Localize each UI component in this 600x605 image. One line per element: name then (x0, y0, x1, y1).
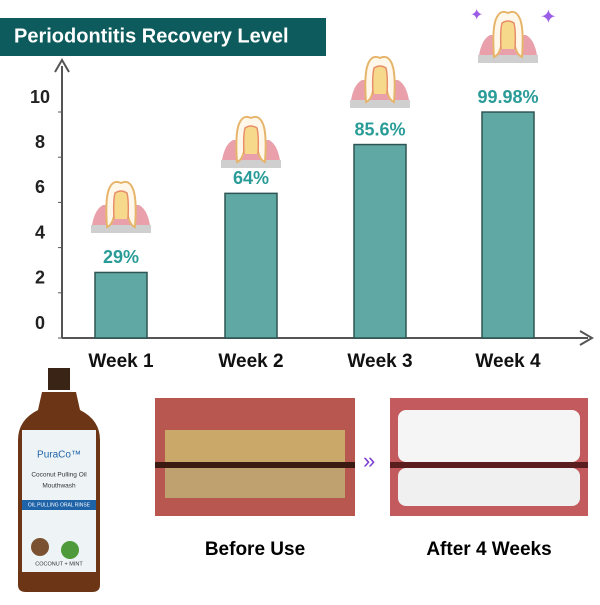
x-tick-label: Week 1 (88, 351, 154, 372)
y-tick-label: 4 (35, 222, 45, 242)
before-caption: Before Use (205, 539, 305, 560)
y-tick-label: 2 (35, 268, 45, 288)
x-tick-label: Week 2 (218, 351, 283, 372)
y-tick-label: 10 (30, 87, 50, 107)
arrow-icon: » (363, 448, 375, 473)
tooth-icon (477, 10, 539, 64)
y-tick-label: 8 (35, 132, 45, 152)
sparkle: ✦ (470, 7, 483, 24)
product-kind: Mouthwash (42, 483, 76, 490)
product-bottle (18, 368, 100, 592)
product-brand: PuraCo™ (37, 450, 81, 461)
product-flavor: COCONUT + MINT (35, 561, 83, 567)
tooth-icon (220, 115, 282, 169)
bar (94, 271, 148, 339)
product-name: Coconut Pulling Oil (31, 472, 87, 479)
tooth-icon (90, 180, 152, 234)
value-label: 85.6% (354, 119, 405, 139)
bar (353, 143, 407, 339)
x-arrow (579, 330, 594, 346)
bar (481, 111, 535, 339)
value-label: 29% (103, 247, 139, 267)
value-label: 64% (233, 168, 269, 188)
sparkle: ✦ (540, 6, 557, 28)
title-banner (0, 18, 326, 56)
y-arrow (54, 58, 70, 73)
y-tick-label: 0 (35, 313, 45, 333)
y-tick-label: 6 (35, 177, 45, 197)
value-label: 99.98% (477, 87, 538, 107)
before-photo (155, 398, 355, 516)
x-tick-label: Week 3 (347, 351, 412, 372)
product-band: OIL PULLING ORAL RINSE (28, 502, 91, 508)
chart-title: Periodontitis Recovery Level (14, 25, 289, 47)
x-tick-label: Week 4 (475, 351, 541, 372)
after-caption: After 4 Weeks (426, 539, 551, 560)
bar (224, 192, 278, 339)
tooth-icon (349, 55, 411, 109)
after-photo (390, 398, 588, 516)
